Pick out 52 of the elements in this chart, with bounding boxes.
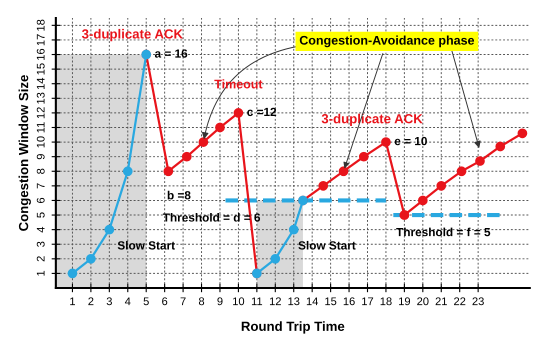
x-tick-label: 19 — [399, 297, 410, 306]
y-tick-label: 14 — [36, 78, 45, 90]
x-tick-label: 11 — [252, 297, 262, 306]
y-tick-label: 15 — [36, 63, 45, 74]
annotation: Slow Start — [118, 240, 175, 250]
x-tick-label: 23 — [472, 297, 484, 306]
annotation: Congestion-Avoidance phase — [300, 36, 474, 48]
x-tick-label: 8 — [198, 297, 204, 306]
x-tick-label: 2 — [88, 297, 94, 306]
annotation: e = 10 — [394, 136, 427, 146]
x-tick-label: 7 — [180, 297, 186, 306]
x-tick-label: 14 — [306, 297, 318, 306]
y-tick-label: 11 — [36, 122, 45, 132]
x-tick-label: 18 — [380, 297, 392, 306]
y-tick-label: 1 — [36, 270, 45, 276]
x-tick-label: 17 — [362, 297, 374, 306]
y-tick-label: 17 — [36, 34, 45, 46]
y-tick-label: 18 — [36, 20, 45, 31]
y-tick-label: 10 — [36, 136, 45, 148]
annotation: c =12 — [247, 108, 276, 116]
x-tick-label: 5 — [144, 297, 149, 306]
y-tick-label: 16 — [36, 48, 45, 60]
x-tick-label: 12 — [270, 297, 281, 306]
y-tick-label: 8 — [36, 168, 45, 174]
x-tick-label: 6 — [162, 297, 168, 306]
annotation: Slow Start — [298, 240, 356, 250]
x-tick-label: 20 — [417, 297, 429, 306]
x-tick-label: 13 — [288, 297, 300, 306]
y-tick-label: 6 — [36, 198, 45, 203]
y-tick-label: 2 — [36, 256, 45, 262]
x-tick-label: 3 — [106, 297, 112, 306]
y-tick-label: 9 — [36, 154, 45, 160]
x-tick-label: 22 — [454, 297, 466, 306]
x-tick-label: 15 — [325, 297, 336, 306]
y-tick-label: 12 — [36, 107, 45, 118]
x-tick-label: 4 — [124, 297, 131, 306]
y-tick-label: 5 — [36, 212, 45, 218]
y-tick-label: 7 — [36, 183, 45, 188]
x-tick-label: 21 — [436, 297, 447, 306]
x-tick-label: 10 — [233, 297, 244, 306]
x-tick-label: 1 — [70, 297, 75, 306]
annotation: 3-duplicate ACK — [82, 28, 183, 42]
annotation: b =8 — [168, 190, 191, 200]
annotation: a = 16 — [154, 49, 188, 58]
x-axis-title: Round Trip Time — [242, 321, 344, 334]
x-tick-label: 9 — [217, 297, 223, 306]
y-axis-title: Congestion Window Size — [18, 75, 31, 231]
annotation: Threshold = f = 5 — [396, 228, 490, 236]
x-tick-label: 16 — [344, 297, 355, 306]
y-tick-label: 3 — [36, 242, 45, 247]
y-tick-label: 4 — [36, 226, 45, 232]
y-tick-label: 13 — [36, 92, 45, 104]
